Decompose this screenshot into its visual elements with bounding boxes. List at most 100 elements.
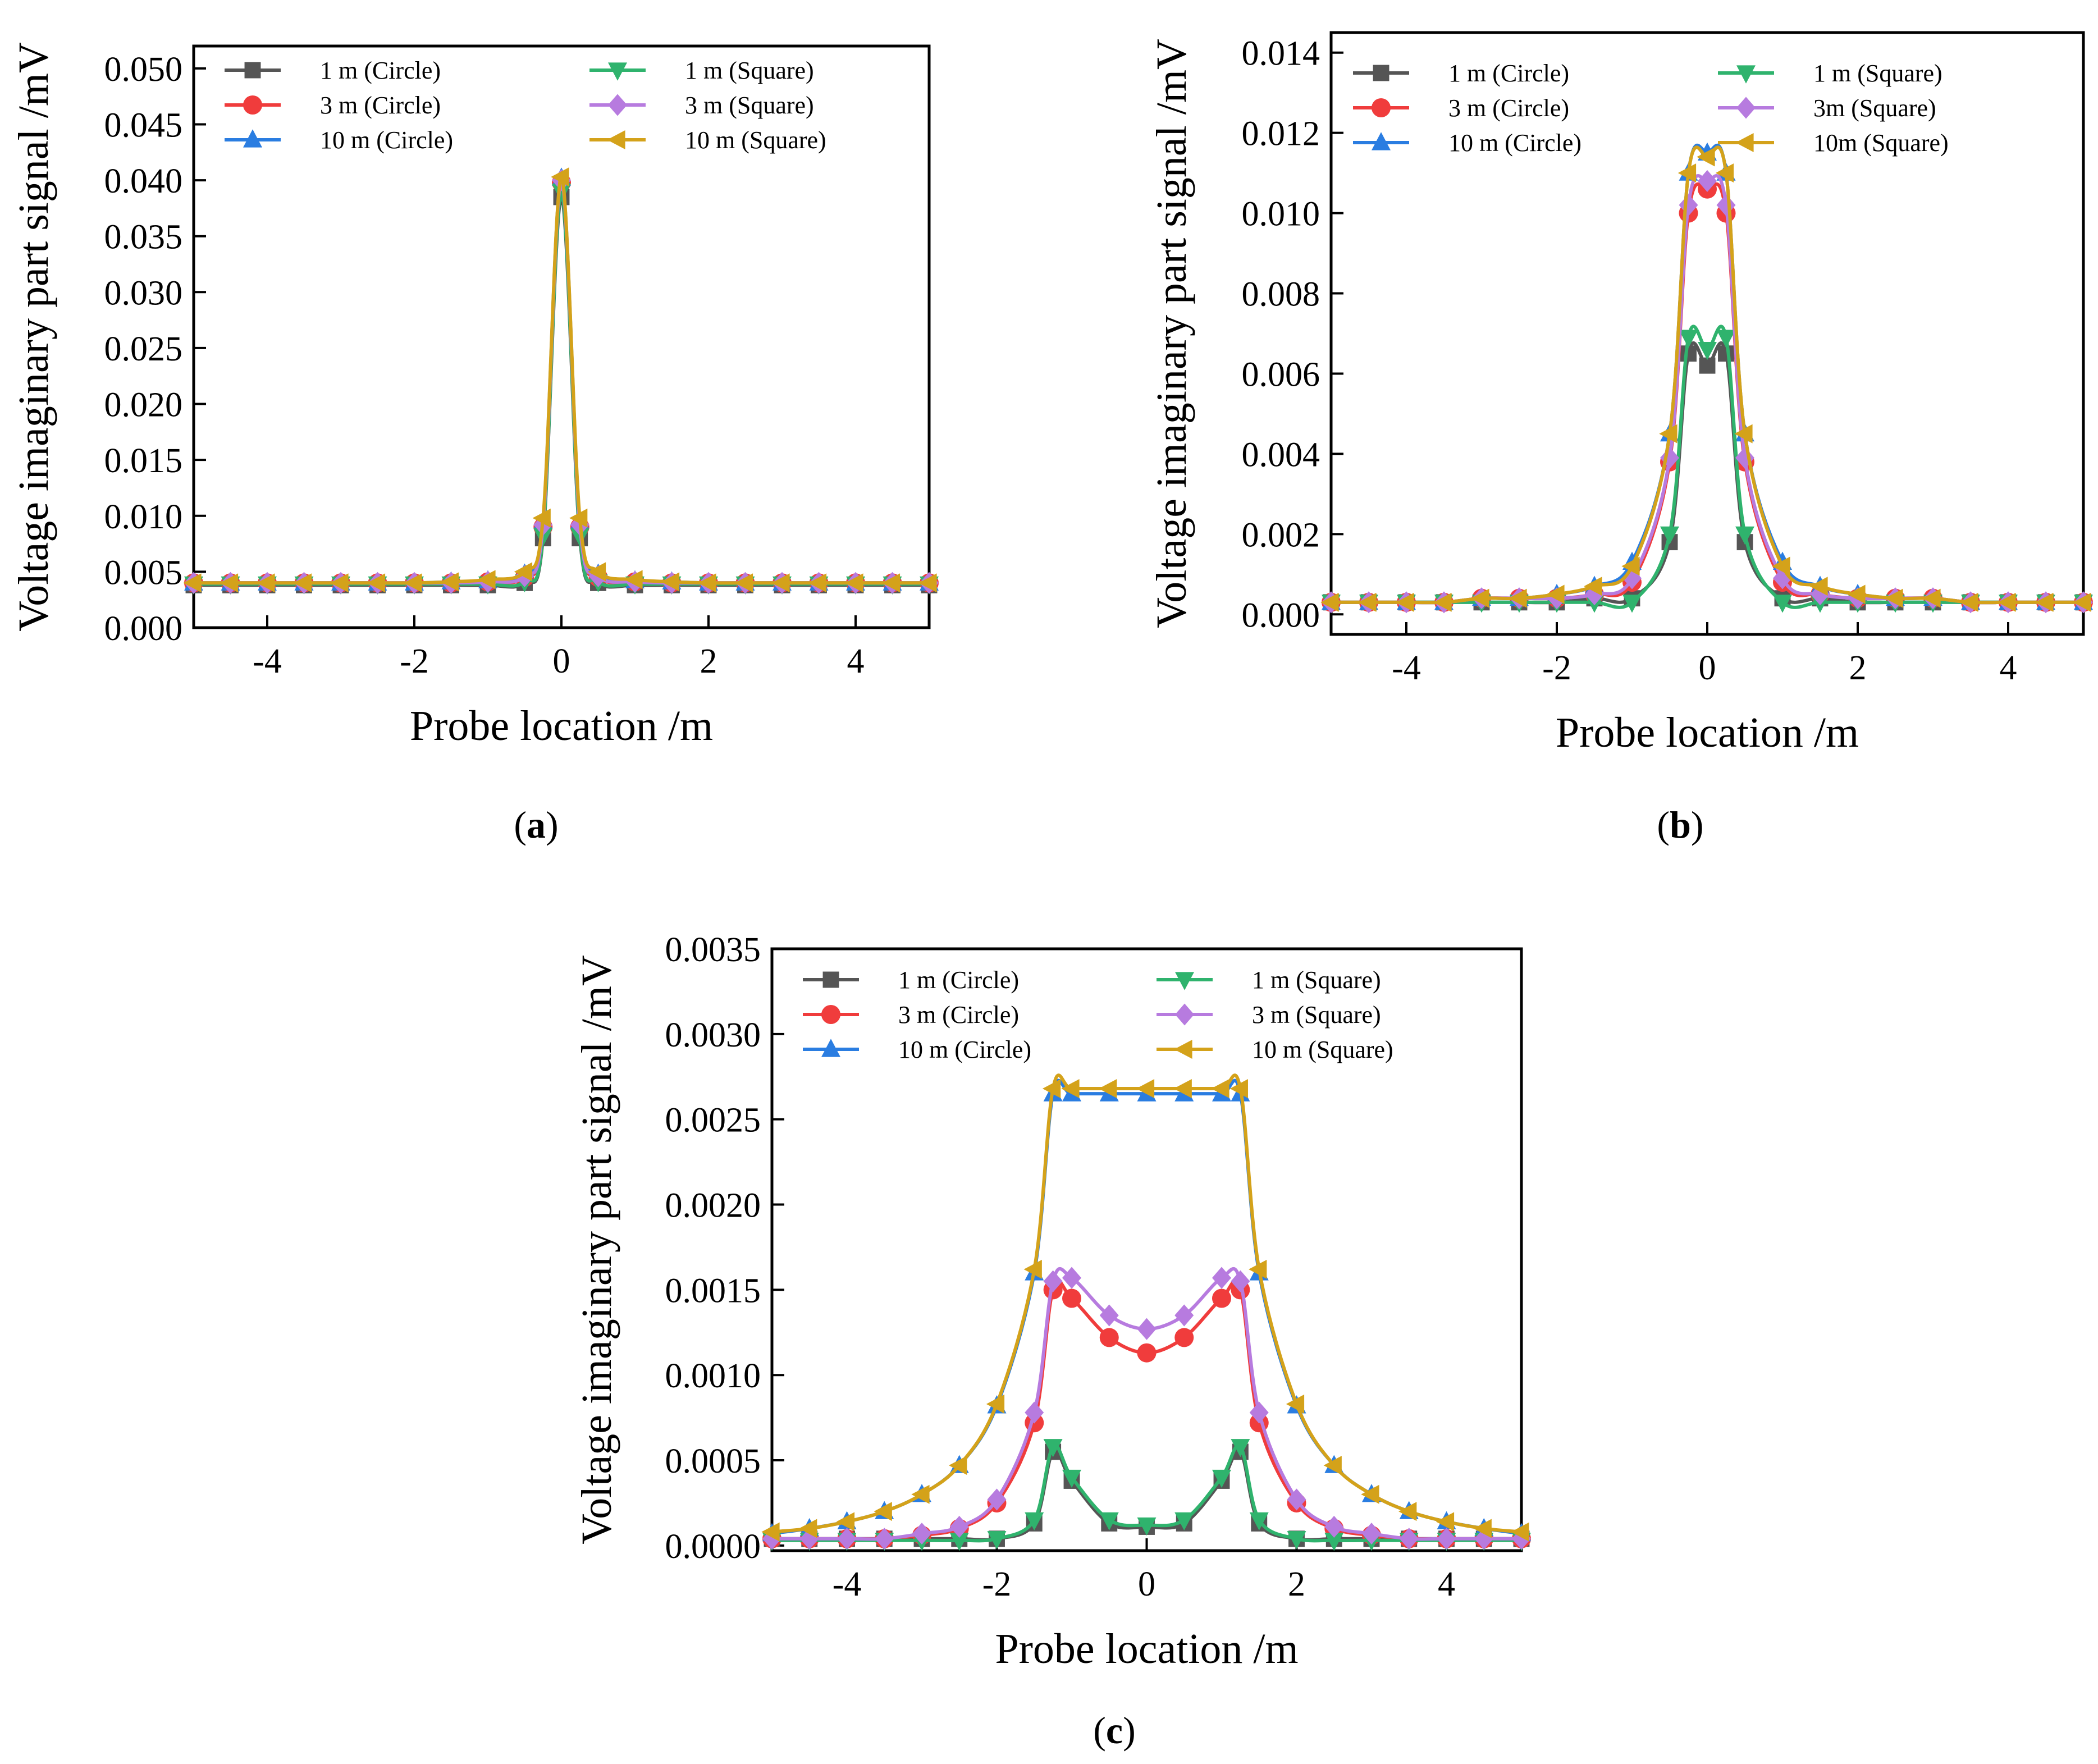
data-point-c-5: [1361, 1484, 1379, 1504]
data-point-c-3: [1174, 1512, 1194, 1531]
x-axis-title-b: Probe location /m: [1556, 709, 1859, 756]
legend-label-a-3: 1 m (Square): [685, 57, 814, 84]
caption-b: (b): [1657, 803, 1703, 846]
data-point-b-5: [1697, 147, 1715, 167]
legend-marker-c-1: [821, 1005, 840, 1024]
legend-marker-c-5: [1174, 1040, 1192, 1059]
data-point-b-3: [1773, 595, 1792, 613]
data-point-b-4: [1698, 170, 1717, 192]
y-tick-label-c: 0.0015: [665, 1272, 761, 1310]
x-tick-label-a: 2: [700, 642, 717, 680]
y-tick-label-b: 0.000: [1242, 596, 1320, 634]
y-tick-label-c: 0.0025: [665, 1102, 761, 1140]
data-point-b-5: [1772, 556, 1790, 576]
panel-b: -4 -2 0 2 4 0.000 0.002 0.004 0.006 0.008 0.010 0.0…: [1148, 31, 2093, 756]
legend-marker-b-0: [1373, 65, 1389, 81]
y-axis-title-c: Voltage imaginary part signal /mV: [573, 955, 620, 1544]
legend-label-a-1: 3 m (Circle): [320, 92, 441, 119]
data-point-b-5: [1546, 584, 1565, 604]
y-tick-label-a: 0.040: [104, 162, 183, 200]
data-point-b-5: [1960, 592, 1978, 612]
data-point-b-5: [1922, 588, 1941, 608]
data-point-b-5: [1715, 163, 1734, 183]
legend-label-c-4: 3 m (Square): [1252, 1001, 1381, 1029]
data-point-b-5: [1885, 588, 1903, 608]
data-point-c-4: [1249, 1401, 1269, 1424]
x-tick-label-b: 4: [2000, 649, 2017, 687]
data-point-c-5: [949, 1456, 967, 1475]
y-tick-label-b: 0.014: [1242, 35, 1320, 73]
data-point-c-3: [987, 1531, 1007, 1550]
legend-marker-c-4: [1175, 1003, 1194, 1026]
data-point-c-3: [1287, 1531, 1306, 1550]
data-point-a-5: [661, 572, 680, 592]
data-point-a-5: [440, 572, 459, 592]
data-point-a-5: [293, 573, 312, 593]
data-point-a-5: [734, 573, 753, 593]
data-point-c-5: [1473, 1519, 1492, 1538]
x-tick-label-b: 0: [1699, 649, 1716, 687]
caption-a-letter: a: [527, 803, 546, 846]
y-tick-label-b: 0.010: [1242, 195, 1320, 234]
data-point-c-4: [1362, 1523, 1381, 1545]
legend-c: 1 m (Circle) 3 m (Circle) 10 m (Circle) 1 m…: [803, 966, 1393, 1063]
legend-marker-a-1: [243, 95, 262, 115]
legend-marker-c-0: [822, 971, 839, 988]
data-point-c-4: [1212, 1267, 1231, 1289]
series-b-5: [1320, 145, 2091, 612]
data-point-c-5: [761, 1522, 780, 1542]
data-point-c-5: [1211, 1079, 1229, 1099]
data-point-b-5: [1659, 424, 1678, 444]
data-point-b-5: [1621, 556, 1640, 576]
data-point-c-1: [1099, 1328, 1119, 1347]
data-point-c-5: [1136, 1079, 1155, 1099]
legend-label-a-5: 10 m (Square): [685, 126, 826, 154]
data-point-b-3: [1698, 341, 1717, 360]
data-point-c-5: [874, 1502, 892, 1521]
data-point-c-3: [1324, 1533, 1344, 1551]
legend-label-c-3: 1 m (Square): [1252, 966, 1381, 994]
data-point-c-4: [1287, 1488, 1306, 1511]
legend-label-b-1: 3 m (Circle): [1448, 94, 1569, 122]
data-point-c-4: [1137, 1318, 1157, 1340]
data-point-c-4: [949, 1515, 969, 1538]
legend-marker-a-3: [608, 62, 627, 81]
data-point-a-5: [881, 573, 901, 593]
y-tick-label-a: 0.000: [104, 610, 183, 648]
data-point-c-3: [949, 1533, 969, 1551]
data-point-c-5: [1173, 1079, 1192, 1099]
x-tick-label-a: -2: [400, 642, 429, 680]
data-point-b-3: [1622, 595, 1642, 613]
data-point-c-3: [1231, 1439, 1250, 1457]
y-tick-label-a: 0.010: [104, 498, 183, 536]
x-tick-label-c: 4: [1438, 1565, 1455, 1603]
series-a-5: [183, 167, 937, 593]
legend-label-c-5: 10 m (Square): [1252, 1036, 1393, 1063]
legend-label-c-2: 10 m (Circle): [898, 1036, 1031, 1063]
data-point-c-5: [1061, 1079, 1080, 1099]
data-point-b-3: [1679, 330, 1698, 348]
y-tick-label-c: 0.0005: [665, 1442, 761, 1480]
y-axis-title-b: Voltage imaginary part signal /mV: [1148, 39, 1195, 628]
data-point-b-3: [1660, 526, 1679, 545]
data-point-a-5: [587, 562, 606, 582]
data-point-c-5: [1099, 1079, 1117, 1099]
data-point-a-5: [220, 573, 239, 593]
x-tick-label-c: -2: [982, 1565, 1012, 1603]
legend-marker-a-5: [607, 130, 625, 149]
data-point-a-5: [918, 573, 937, 593]
y-tick-label-b: 0.006: [1242, 355, 1320, 394]
x-tick-label-c: 0: [1138, 1565, 1155, 1603]
data-point-b-5: [1809, 577, 1828, 596]
data-point-a-5: [845, 573, 863, 593]
data-point-b-5: [1584, 577, 1602, 596]
data-point-c-5: [1323, 1456, 1342, 1475]
data-point-c-4: [1174, 1304, 1194, 1327]
x-tick-label-a: -4: [253, 642, 282, 680]
x-tick-label-a: 4: [847, 642, 865, 680]
data-point-a-5: [532, 508, 551, 528]
y-tick-label-a: 0.045: [104, 106, 183, 144]
data-point-c-5: [799, 1519, 817, 1538]
data-point-b-5: [1433, 592, 1452, 612]
data-point-b-5: [1678, 163, 1697, 183]
